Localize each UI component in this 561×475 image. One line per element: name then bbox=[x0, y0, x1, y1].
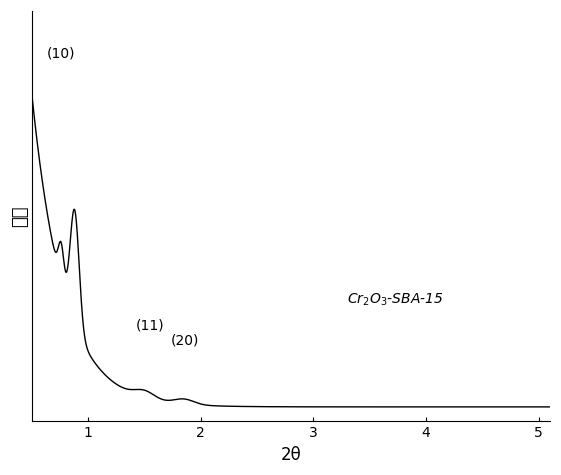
Text: (20): (20) bbox=[171, 333, 199, 347]
Text: (10): (10) bbox=[47, 47, 75, 60]
X-axis label: 2θ: 2θ bbox=[280, 446, 301, 464]
Text: (11): (11) bbox=[136, 318, 164, 332]
Y-axis label: 强度: 强度 bbox=[11, 206, 29, 227]
Text: Cr$_2$O$_3$-SBA-15: Cr$_2$O$_3$-SBA-15 bbox=[347, 292, 444, 308]
